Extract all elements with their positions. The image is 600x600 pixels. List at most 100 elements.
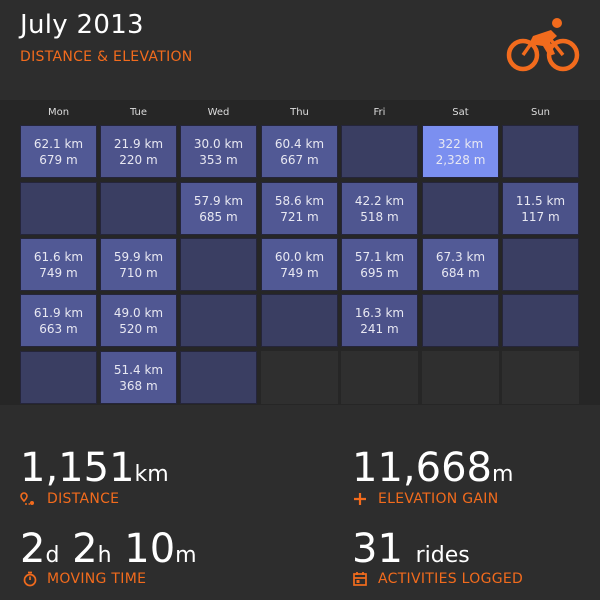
moving-time-minutes: 10	[124, 526, 176, 572]
calendar-cell-activity: 51.4 km 368 m	[100, 351, 177, 404]
calendar-cell-no-activity	[422, 182, 499, 235]
calendar-cell-activity: 59.9 km 710 m	[100, 238, 177, 291]
cell-elevation: 679 m	[39, 152, 78, 167]
calendar-cell-no-activity	[180, 238, 257, 291]
page-title: July 2013	[20, 10, 144, 40]
cell-distance: 30.0 km	[193, 136, 244, 151]
activities-value: 31	[352, 526, 403, 572]
calendar-cell-no-activity	[180, 294, 257, 347]
calendar-cell-outside-month	[341, 351, 418, 404]
cell-elevation: 241 m	[360, 321, 399, 336]
calendar-cell-activity: 16.3 km 241 m	[341, 294, 418, 347]
cell-elevation: 749 m	[39, 265, 78, 280]
cell-distance: 42.2 km	[354, 193, 405, 208]
calendar-cell-no-activity	[180, 351, 257, 404]
cell-distance: 57.1 km	[354, 249, 405, 264]
moving-time-stat: 2d 2h 10m	[20, 527, 197, 578]
calendar-cell-outside-month	[261, 351, 338, 404]
moving-time-label: MOVING TIME	[47, 571, 147, 587]
cell-elevation: 368 m	[119, 378, 158, 393]
calendar-cell-activity: 67.3 km 684 m	[422, 238, 499, 291]
calendar-cell-activity: 58.6 km 721 m	[261, 182, 338, 235]
distance-stat: 1,151km	[20, 446, 169, 497]
cell-distance: 51.4 km	[113, 362, 164, 377]
cell-distance: 59.9 km	[113, 249, 164, 264]
cell-distance: 62.1 km	[33, 136, 84, 151]
moving-time-days-unit: d	[45, 543, 60, 568]
calendar-cell-activity: 60.4 km 667 m	[261, 125, 338, 178]
calendar-cell-activity: 57.1 km 695 m	[341, 238, 418, 291]
cell-distance: 58.6 km	[274, 193, 325, 208]
cell-distance: 57.9 km	[193, 193, 244, 208]
day-header-wed: Wed	[207, 107, 230, 118]
calendar-cell-outside-month	[422, 351, 499, 404]
calendar-cell-activity: 61.9 km 663 m	[20, 294, 97, 347]
cell-distance: 60.4 km	[274, 136, 325, 151]
day-header-mon: Mon	[47, 107, 70, 118]
calendar-cell-outside-month	[502, 351, 579, 404]
cell-distance: 16.3 km	[354, 305, 405, 320]
cell-distance: 11.5 km	[515, 193, 566, 208]
calendar-cell-activity: 62.1 km 679 m	[20, 125, 97, 178]
moving-time-minutes-unit: m	[175, 543, 197, 568]
page-subtitle: DISTANCE & ELEVATION	[20, 49, 193, 65]
calendar-cell-activity: 57.9 km 685 m	[180, 182, 257, 235]
cell-elevation: 220 m	[119, 152, 158, 167]
cell-distance: 61.6 km	[33, 249, 84, 264]
elevation-label: ELEVATION GAIN	[378, 491, 499, 507]
cell-elevation: 749 m	[280, 265, 319, 280]
distance-value: 1,151	[20, 445, 135, 491]
calendar-cell-no-activity	[502, 125, 579, 178]
calendar-cell-activity: 60.0 km 749 m	[261, 238, 338, 291]
cell-elevation: 2,328 m	[435, 152, 486, 167]
day-header-thu: Thu	[290, 107, 309, 118]
calendar-cell-activity: 49.0 km 520 m	[100, 294, 177, 347]
stopwatch-icon	[23, 571, 37, 587]
calendar-cell-no-activity	[100, 182, 177, 235]
distance-unit: km	[134, 462, 169, 487]
calendar-cell-activity: 30.0 km 353 m	[180, 125, 257, 178]
calendar-cell-no-activity	[502, 294, 579, 347]
cell-distance: 322 km	[437, 136, 484, 151]
calendar-cell-no-activity	[20, 351, 97, 404]
cyclist-logo-icon	[506, 18, 580, 72]
cell-distance: 49.0 km	[113, 305, 164, 320]
calendar-cell-no-activity	[20, 182, 97, 235]
day-header-fri: Fri	[373, 107, 386, 118]
moving-time-days: 2	[20, 526, 46, 572]
cell-distance: 61.9 km	[33, 305, 84, 320]
cell-elevation: 353 m	[199, 152, 238, 167]
cell-elevation: 663 m	[39, 321, 78, 336]
activities-unit: rides	[415, 543, 470, 568]
cell-elevation: 117 m	[521, 209, 560, 224]
calendar-icon	[353, 572, 367, 586]
elevation-stat: 11,668m	[352, 446, 513, 497]
calendar-cell-activity: 21.9 km 220 m	[100, 125, 177, 178]
calendar-cell-no-activity	[261, 294, 338, 347]
calendar-cell-no-activity	[502, 238, 579, 291]
activities-stat: 31 rides	[352, 527, 470, 578]
calendar-cell-activity: 322 km 2,328 m	[422, 125, 499, 178]
cell-elevation: 710 m	[119, 265, 158, 280]
moving-time-hours: 2	[72, 526, 98, 572]
moving-time-hours-unit: h	[97, 543, 112, 568]
cell-elevation: 667 m	[280, 152, 319, 167]
cell-elevation: 518 m	[360, 209, 399, 224]
cell-elevation: 695 m	[360, 265, 399, 280]
calendar-cell-activity: 42.2 km 518 m	[341, 182, 418, 235]
cell-distance: 21.9 km	[113, 136, 164, 151]
cell-elevation: 520 m	[119, 321, 158, 336]
cell-elevation: 685 m	[199, 209, 238, 224]
elevation-value: 11,668	[352, 445, 492, 491]
activities-label: ACTIVITIES LOGGED	[378, 571, 524, 587]
elevation-unit: m	[491, 462, 514, 487]
cell-distance: 67.3 km	[435, 249, 486, 264]
calendar-grid: Mon Tue Wed Thu Fri Sat Sun 62.1 km 679 m 21.9 km…	[0, 100, 600, 405]
cell-distance: 60.0 km	[274, 249, 325, 264]
cell-elevation: 684 m	[441, 265, 480, 280]
day-header-sun: Sun	[530, 107, 551, 118]
calendar-cell-activity: 11.5 km 117 m	[502, 182, 579, 235]
map-pin-route-icon	[20, 492, 34, 505]
cell-elevation: 721 m	[280, 209, 319, 224]
calendar-cell-activity: 61.6 km 749 m	[20, 238, 97, 291]
